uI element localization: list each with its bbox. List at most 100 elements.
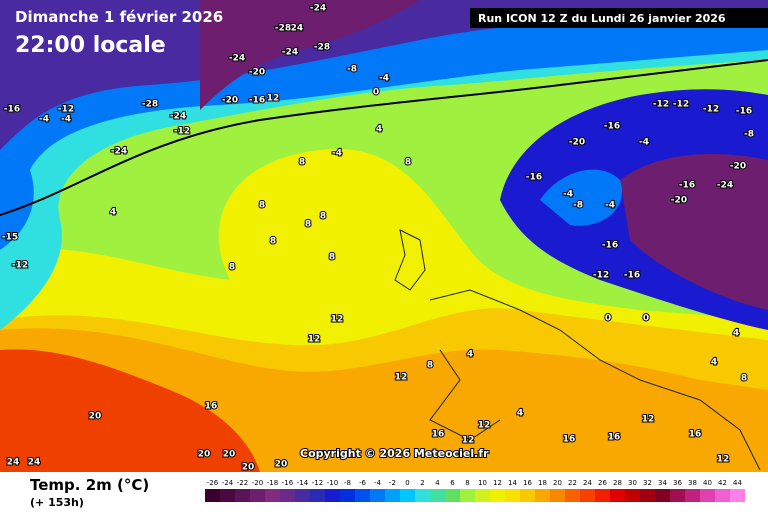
- scale-tick-label: 10: [478, 479, 487, 487]
- contour-label: -24: [229, 54, 245, 64]
- very-cold-zone: [0, 0, 768, 150]
- contour-label: 8: [305, 220, 311, 230]
- scale-swatch: [280, 489, 295, 502]
- map-labels: -24-24-28-24 -28-8-40-24-20-20 -16 12-28-24…: [1, 3, 755, 474]
- run-info: Run ICON 12 Z du Lundi 26 janvier 2026: [478, 12, 726, 25]
- contour-label: -4: [332, 149, 342, 159]
- contour-label: 16: [432, 430, 445, 440]
- scale-swatch: [310, 489, 325, 502]
- scale-tick-label: -20: [252, 479, 263, 487]
- contour-label: -20: [249, 68, 265, 78]
- contour-label: 12: [308, 335, 321, 345]
- scale-tick-label: 34: [658, 479, 667, 487]
- contour-label: -12: [174, 127, 190, 137]
- scale-tick-label: -12: [312, 479, 323, 487]
- scale-swatch: [430, 489, 445, 502]
- contour-label: -20: [569, 138, 585, 148]
- scale-tick-label: 4: [435, 479, 440, 487]
- contour-label: -16: [679, 181, 695, 191]
- contour-label: -12: [653, 100, 669, 110]
- scale-swatch: [565, 489, 580, 502]
- map-time: 22:00 locale: [15, 33, 166, 58]
- legend-title: Temp. 2m (°C): [30, 476, 149, 494]
- scale-swatch: [685, 489, 700, 502]
- scale-swatch: [265, 489, 280, 502]
- contour-label: 12: [395, 373, 408, 383]
- scale-swatch: [535, 489, 550, 502]
- contour-label: -28: [275, 24, 291, 34]
- contour-label: 20: [198, 450, 211, 460]
- contour-label: 8: [741, 374, 747, 384]
- scale-swatch: [520, 489, 535, 502]
- scale-tick-label: 14: [508, 479, 517, 487]
- contour-label: 12: [462, 436, 475, 446]
- contour-label: -15: [2, 233, 18, 243]
- contour-label: -24: [170, 112, 186, 122]
- contour-label: 20: [223, 450, 236, 460]
- contour-label: -20: [222, 96, 238, 106]
- contour-label: -12: [593, 271, 609, 281]
- scale-swatch: [655, 489, 670, 502]
- contour-label: 8: [270, 237, 276, 247]
- contour-label: 20: [275, 460, 288, 470]
- contour-label: -24: [717, 181, 733, 191]
- contour-label: 8: [259, 201, 265, 211]
- contour-label: 16: [608, 433, 621, 443]
- contour-label: 16: [563, 435, 576, 445]
- contour-label: -4: [61, 115, 71, 125]
- scale-swatch: [220, 489, 235, 502]
- contour-label: 4: [110, 208, 116, 218]
- scale-tick-label: 22: [568, 479, 577, 487]
- contour-label: -24: [111, 147, 127, 157]
- scale-tick-label: -22: [237, 479, 248, 487]
- scale-tick-label: 24: [583, 479, 592, 487]
- scale-tick-label: -24: [222, 479, 234, 487]
- contour-label: -4: [379, 74, 389, 84]
- contour-label: 4: [517, 409, 523, 419]
- baltic-zone: [540, 169, 622, 226]
- contour-label: -8: [347, 65, 357, 75]
- scale-swatch: [295, 489, 310, 502]
- contour-label: -16: [604, 122, 620, 132]
- contour-label: -12: [12, 261, 28, 271]
- scale-tick-label: -4: [374, 479, 382, 487]
- contour-label: -24: [282, 48, 298, 58]
- scale-swatch: [700, 489, 715, 502]
- scale-tick-label: -10: [327, 479, 338, 487]
- contour-label: -16: [624, 271, 640, 281]
- contour-label: 0: [373, 88, 379, 98]
- scale-swatch: [730, 489, 745, 502]
- contour-label: -16: [4, 105, 20, 115]
- scale-swatch: [490, 489, 505, 502]
- contour-label: -24: [310, 4, 326, 14]
- contour-label: -12: [673, 100, 689, 110]
- scale-tick-label: 36: [673, 479, 682, 487]
- scale-swatch: [670, 489, 685, 502]
- legend-lead: (+ 153h): [30, 496, 84, 509]
- contour-label: -4: [563, 190, 573, 200]
- run-banner: [470, 8, 768, 28]
- scale-tick-label: -14: [297, 479, 309, 487]
- scale-tick-label: 16: [523, 479, 532, 487]
- contour-label: 8: [299, 158, 305, 168]
- scale-tick-label: -6: [359, 479, 367, 487]
- contour-label: 20: [242, 463, 255, 473]
- scale-swatch: [595, 489, 610, 502]
- scale-swatch: [385, 489, 400, 502]
- scale-swatch: [610, 489, 625, 502]
- scale-swatch: [475, 489, 490, 502]
- scale-tick-label: 8: [465, 479, 469, 487]
- russia-zone: [620, 154, 768, 310]
- contour-label: 8: [329, 253, 335, 263]
- scale-swatch: [625, 489, 640, 502]
- scale-tick-label: -2: [389, 479, 396, 487]
- contour-label: 12: [267, 94, 280, 104]
- contour-label: -20: [730, 162, 746, 172]
- contour-label: 0: [643, 314, 649, 324]
- contour-label: -8: [744, 130, 754, 140]
- scale-tick-label: 0: [405, 479, 409, 487]
- contour-label: -12: [703, 105, 719, 115]
- scale-tick-label: 30: [628, 479, 637, 487]
- contour-label: -20: [671, 196, 687, 206]
- copyright: Copyright © 2026 Meteociel.fr: [300, 447, 489, 460]
